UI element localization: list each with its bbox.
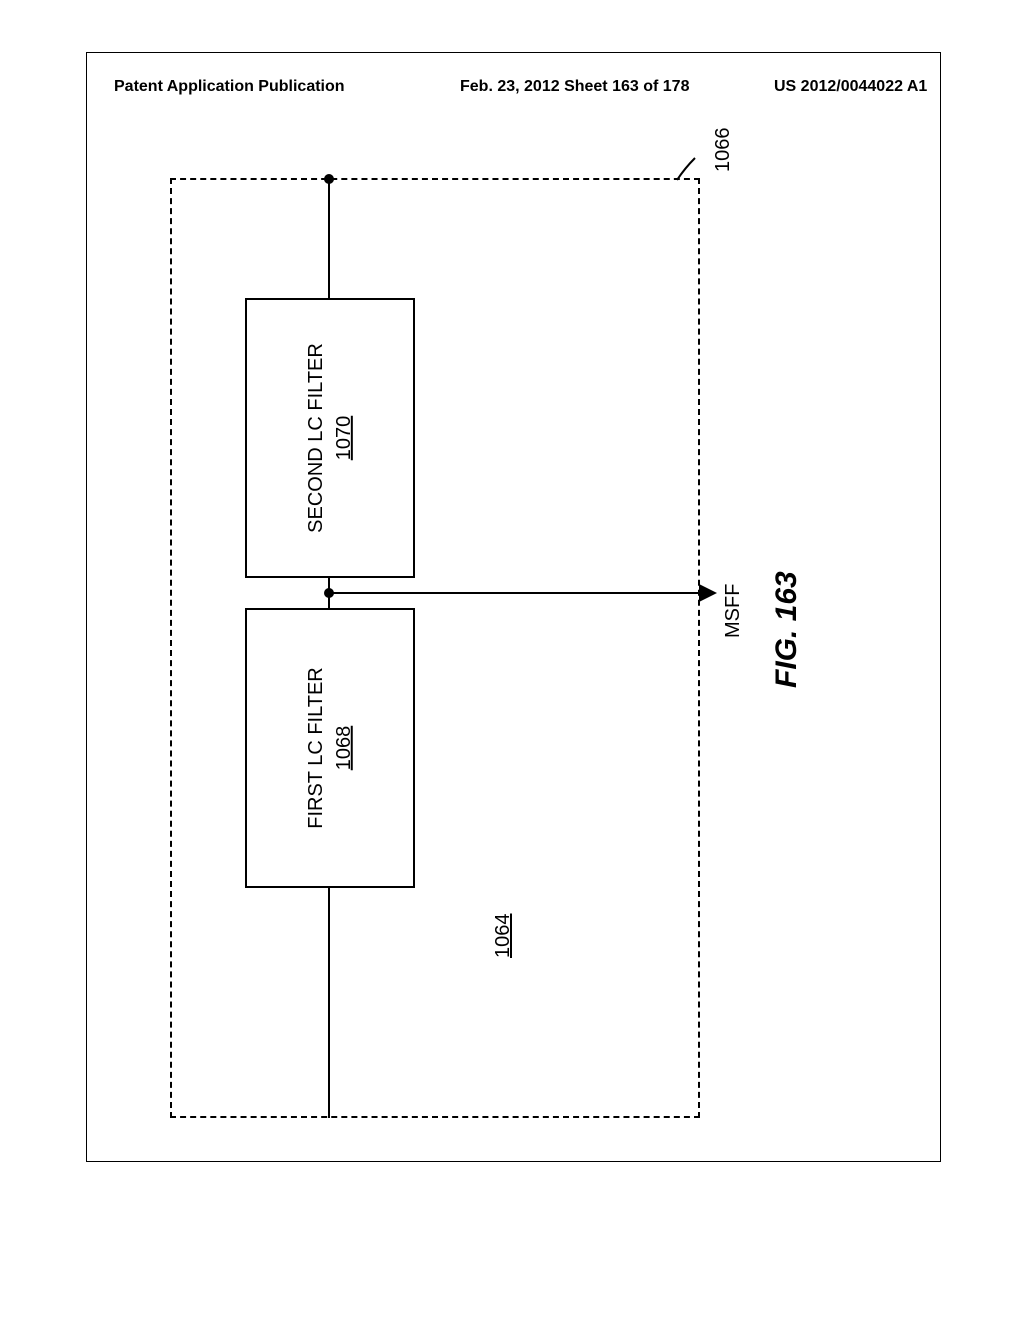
ref-label-1064: 1064 xyxy=(492,914,515,959)
block-first-lc-filter: FIRST LC FILTER 1068 xyxy=(245,608,415,888)
block-second-title: SECOND LC FILTER xyxy=(305,343,327,533)
arrow-output-icon xyxy=(699,584,717,602)
block-first-ref: 1068 xyxy=(333,726,355,771)
header-left: Patent Application Publication xyxy=(114,78,345,96)
figure-caption: FIG. 163 xyxy=(770,571,804,688)
wire-output xyxy=(330,592,700,594)
figure-diagram: 1066 SECOND LC FILTER 1070 FIRST LC FILT… xyxy=(140,128,900,1128)
block-second-lc-filter: SECOND LC FILTER 1070 xyxy=(245,298,415,578)
header-right: US 2012/0044022 A1 xyxy=(774,78,927,96)
wire-top xyxy=(328,179,330,298)
wire-bottom xyxy=(328,888,330,1118)
ref-label-1066: 1066 xyxy=(712,128,735,173)
output-label-msff: MSFF xyxy=(722,584,745,638)
block-second-ref: 1070 xyxy=(333,416,355,461)
leader-line-1066 xyxy=(140,128,900,238)
block-first-title: FIRST LC FILTER xyxy=(305,667,327,829)
header-middle: Feb. 23, 2012 Sheet 163 of 178 xyxy=(460,78,689,96)
